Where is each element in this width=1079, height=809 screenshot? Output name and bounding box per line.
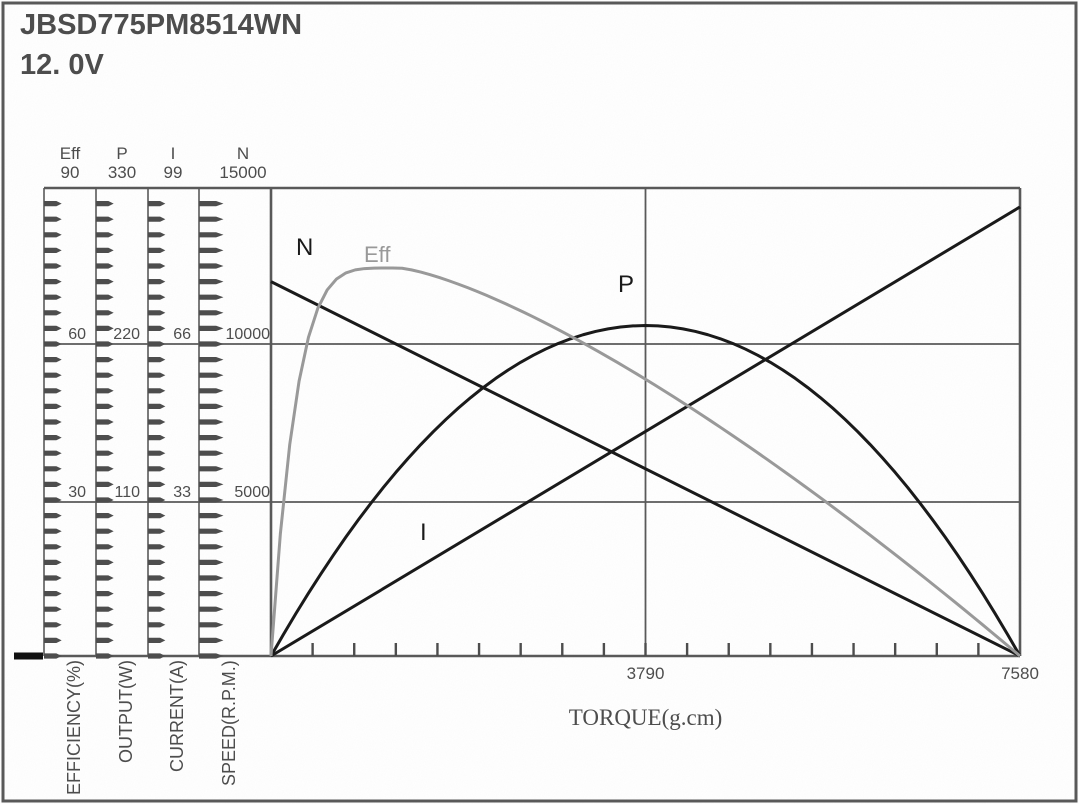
svg-text:30: 30 [68, 484, 86, 501]
svg-text:EFFICIENCY(%): EFFICIENCY(%) [64, 660, 84, 795]
svg-text:99: 99 [164, 163, 183, 182]
svg-text:15000: 15000 [219, 163, 266, 182]
svg-text:I: I [171, 144, 176, 163]
svg-text:66: 66 [173, 326, 191, 343]
svg-text:P: P [618, 271, 634, 298]
svg-text:N: N [296, 234, 313, 261]
svg-text:CURRENT(A): CURRENT(A) [167, 660, 187, 772]
svg-text:I: I [420, 519, 427, 546]
svg-text:N: N [237, 144, 249, 163]
svg-text:Eff: Eff [364, 242, 391, 267]
svg-text:220: 220 [113, 326, 140, 343]
svg-text:7580: 7580 [1001, 664, 1039, 683]
svg-text:10000: 10000 [226, 326, 271, 343]
svg-text:3790: 3790 [627, 664, 665, 683]
svg-text:33: 33 [173, 484, 191, 501]
svg-text:330: 330 [108, 163, 136, 182]
svg-text:110: 110 [114, 484, 140, 501]
svg-text:SPEED(R.P.M.): SPEED(R.P.M.) [219, 660, 239, 786]
svg-text:JBSD775PM8514WN: JBSD775PM8514WN [20, 9, 302, 41]
svg-text:12. 0V: 12. 0V [20, 49, 104, 81]
svg-text:P: P [116, 144, 127, 163]
svg-text:TORQUE(g.cm): TORQUE(g.cm) [569, 705, 723, 730]
svg-text:OUTPUT(W): OUTPUT(W) [116, 660, 136, 763]
svg-text:5000: 5000 [234, 484, 270, 501]
svg-text:60: 60 [68, 326, 86, 343]
svg-text:Eff: Eff [60, 144, 81, 163]
svg-text:90: 90 [61, 163, 80, 182]
